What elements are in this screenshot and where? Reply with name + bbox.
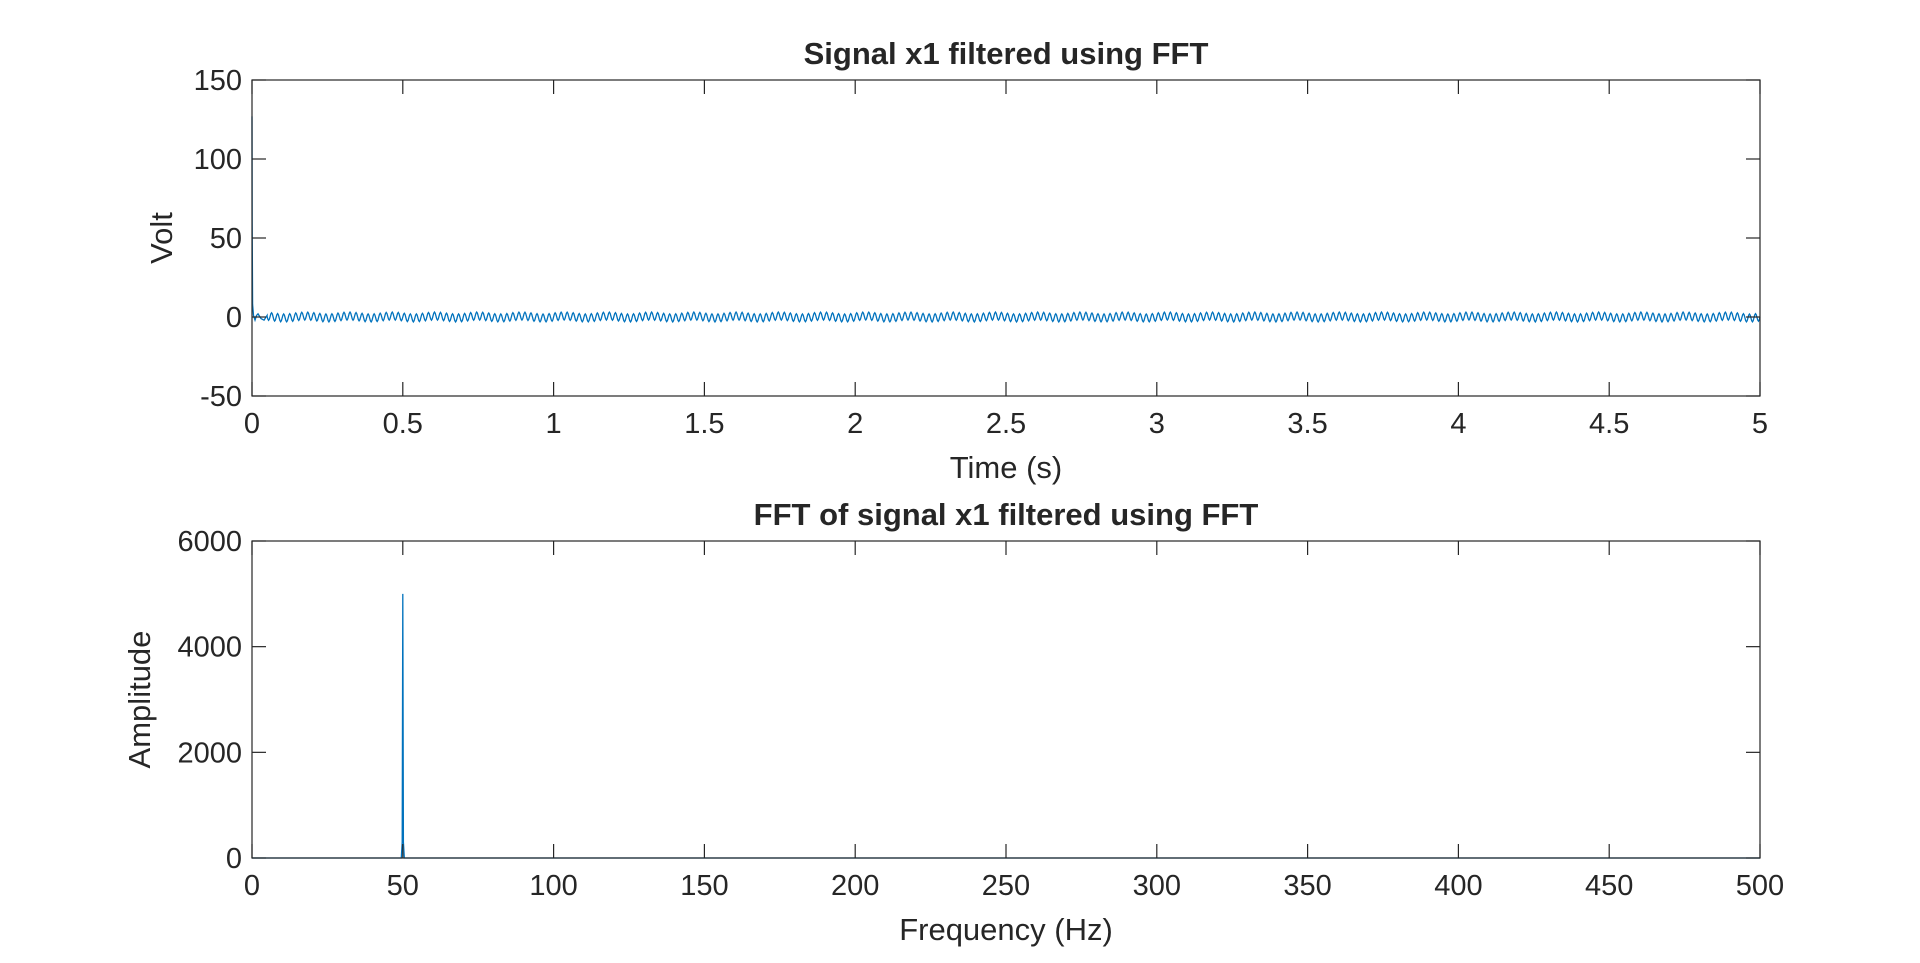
x-tick-label: 0.5 xyxy=(383,408,423,440)
axes-box xyxy=(251,540,1761,859)
x-tick-label: 0 xyxy=(244,408,260,440)
x-tick-label: 3 xyxy=(1149,408,1165,440)
x-tick-label: 100 xyxy=(529,870,577,902)
x-tick-label: 4 xyxy=(1450,408,1466,440)
time-domain-plot: 0 0.5 1 1.5 2 2.5 3 3.5 4 4.5 5-50050100150Signal … xyxy=(144,36,1768,485)
y-axis-label: Volt xyxy=(144,212,179,264)
x-tick-label: 3.5 xyxy=(1287,408,1327,440)
y-tick-label: 150 xyxy=(194,65,242,97)
axes-box xyxy=(251,79,1761,397)
x-tick-label: 450 xyxy=(1585,870,1633,902)
x-tick-label: 500 xyxy=(1736,870,1784,902)
chart-title: Signal x1 filtered using FFT xyxy=(804,36,1209,71)
y-tick-label: 0 xyxy=(226,302,242,334)
x-tick-label: 300 xyxy=(1133,870,1181,902)
y-tick-label: 50 xyxy=(210,223,242,255)
y-axis-label: Amplitude xyxy=(122,631,157,769)
x-tick-label: 5 xyxy=(1752,408,1768,440)
x-tick-label: 0 xyxy=(244,870,260,902)
x-tick-label: 2 xyxy=(847,408,863,440)
x-tick-label: 200 xyxy=(831,870,879,902)
y-tick-label: 100 xyxy=(194,144,242,176)
series-line xyxy=(252,593,1760,859)
frequency-domain-plot: 0 50 100 150 200 250 300 350 400 450 500 0 2000 4000 6… xyxy=(122,497,1784,947)
y-tick-label: 2000 xyxy=(177,737,242,769)
x-tick-label: 1.5 xyxy=(684,408,724,440)
x-tick-label: 350 xyxy=(1283,870,1331,902)
x-axis-label: Frequency (Hz) xyxy=(899,912,1113,947)
x-tick-label: 250 xyxy=(982,870,1030,902)
x-tick-label: 400 xyxy=(1434,870,1482,902)
x-tick-label: 4.5 xyxy=(1589,408,1629,440)
series-line xyxy=(251,116,1761,324)
x-tick-label: 50 xyxy=(387,870,419,902)
chart-title: FFT of signal x1 filtered using FFT xyxy=(754,497,1259,532)
y-tick-label: 4000 xyxy=(177,632,242,664)
y-tick-label: 6000 xyxy=(177,526,242,558)
y-tick-label: -50 xyxy=(200,381,242,413)
x-tick-label: 150 xyxy=(680,870,728,902)
y-tick-label: 0 xyxy=(226,843,242,875)
x-tick-label: 2.5 xyxy=(986,408,1026,440)
x-axis-label: Time (s) xyxy=(950,450,1063,485)
x-tick-label: 1 xyxy=(546,408,562,440)
